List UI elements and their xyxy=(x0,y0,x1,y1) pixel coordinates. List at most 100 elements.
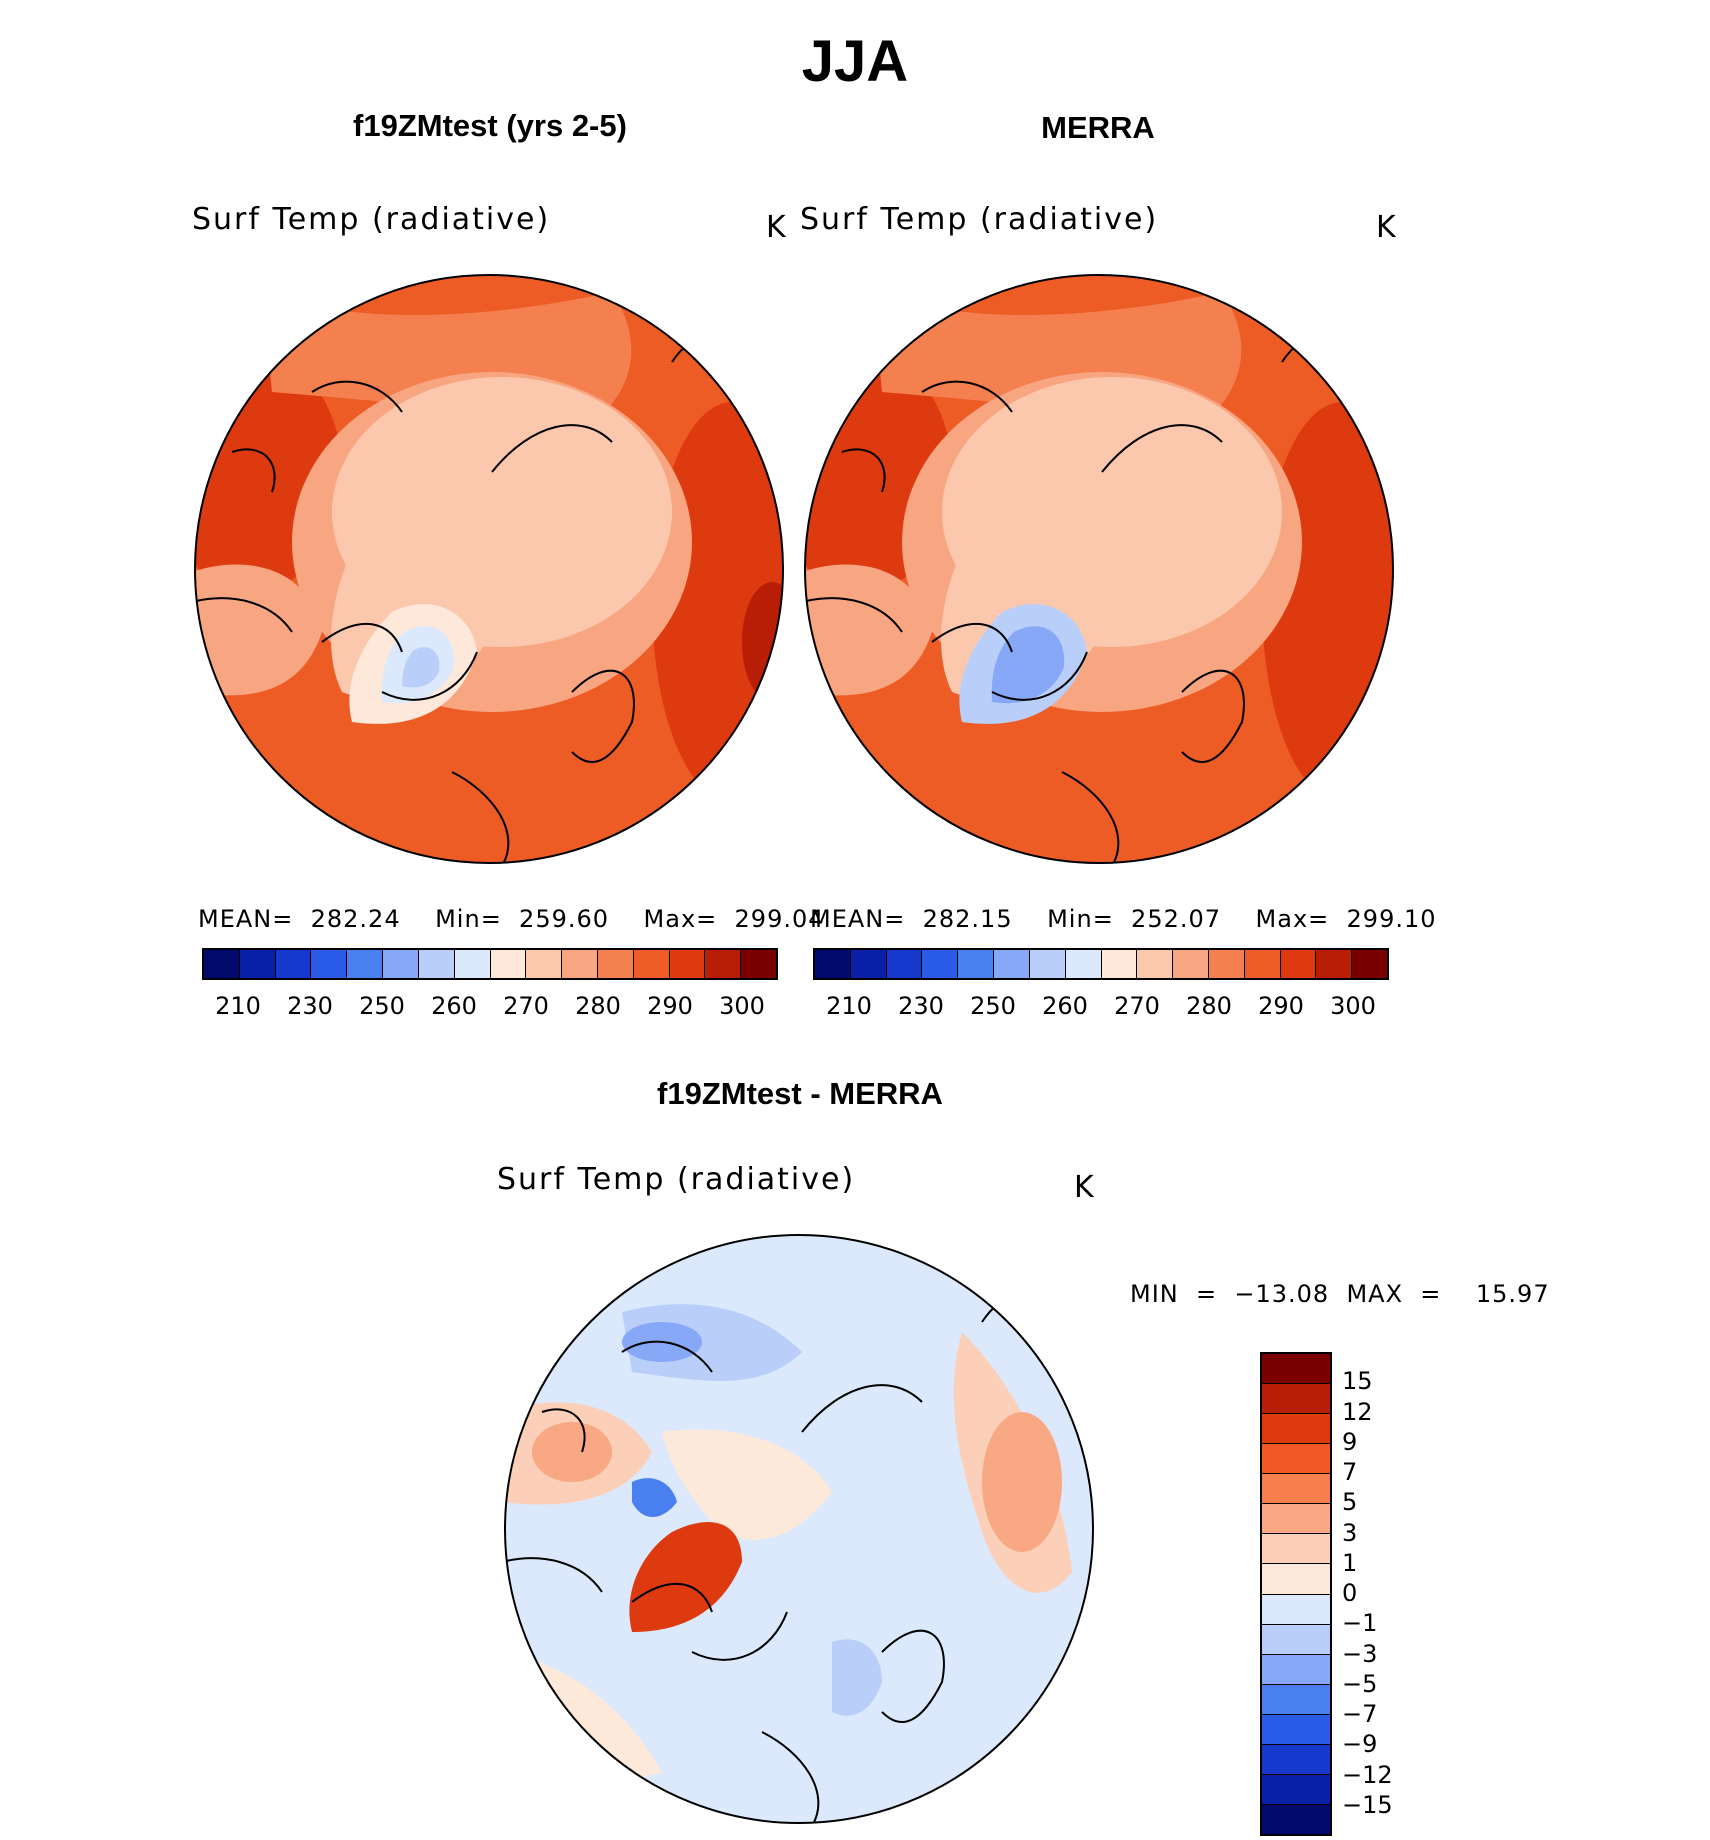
diff-colorbar-swatch xyxy=(1262,1624,1330,1655)
diff-colorbar-tick-label: −5 xyxy=(1342,1669,1378,1698)
diff-units-label: K xyxy=(1074,1170,1096,1205)
diff-colorbar-swatch xyxy=(1262,1774,1330,1805)
obs-colorbar-tick-label: 260 xyxy=(1042,992,1088,1020)
model-colorbar xyxy=(202,948,778,980)
diff-colorbar-swatch xyxy=(1262,1414,1330,1445)
model-map-warm-core xyxy=(742,582,783,702)
model-colorbar-swatch xyxy=(204,950,240,978)
obs-colorbar-swatch xyxy=(1101,950,1138,978)
diff-colorbar-swatch xyxy=(1262,1744,1330,1775)
diff-colorbar-tick-label: 0 xyxy=(1342,1579,1358,1607)
model-units-label: K xyxy=(766,210,788,245)
model-colorbar-swatch xyxy=(633,950,670,978)
obs-colorbar-tick-label: 300 xyxy=(1330,992,1376,1020)
diff-map-arctic-ocean-patch xyxy=(662,1429,832,1540)
model-colorbar-swatch xyxy=(562,950,598,978)
obs-colorbar-swatch xyxy=(886,950,923,978)
obs-colorbar-swatch xyxy=(994,950,1030,978)
diff-colorbar-tick-label: 5 xyxy=(1342,1488,1358,1517)
figure-title: JJA xyxy=(801,29,909,94)
obs-variable-label: Surf Temp (radiative) xyxy=(800,202,1159,237)
obs-stats: MEAN= 282.15 Min= 252.07 Max= 299.10 xyxy=(810,905,1437,933)
model-colorbar-swatch xyxy=(490,950,527,978)
diff-colorbar-tick-label: −3 xyxy=(1342,1639,1378,1668)
model-colorbar-swatch xyxy=(526,950,563,978)
model-map-boundary xyxy=(194,274,784,864)
model-colorbar-swatch xyxy=(741,950,776,978)
model-colorbar-tick-label: 260 xyxy=(431,992,477,1020)
model-colorbar-swatch xyxy=(275,950,312,978)
diff-colorbar-swatch xyxy=(1262,1594,1330,1625)
diff-colorbar-swatch xyxy=(1262,1654,1330,1685)
diff-colorbar-swatch xyxy=(1262,1684,1330,1715)
diff-colorbar-tick-label: 7 xyxy=(1342,1458,1358,1486)
diff-colorbar-tick-label: 12 xyxy=(1342,1397,1373,1426)
diff-colorbar-swatch xyxy=(1262,1714,1330,1745)
obs-colorbar-tick-label: 270 xyxy=(1114,992,1160,1020)
diff-colorbar-swatch xyxy=(1262,1384,1330,1415)
diff-map-boundary xyxy=(504,1234,1094,1824)
diff-polar-map xyxy=(504,1234,1094,1824)
diff-colorbar-swatch xyxy=(1262,1564,1330,1595)
diff-colorbar-swatch xyxy=(1262,1354,1330,1385)
diff-colorbar-swatch xyxy=(1262,1504,1330,1535)
diff-map-greenland-warm xyxy=(629,1522,742,1632)
obs-colorbar-swatch xyxy=(1173,950,1209,978)
diff-colorbar-tick-label: 3 xyxy=(1342,1518,1358,1547)
model-map-greenland-core xyxy=(402,647,440,688)
diff-colorbar-swatch xyxy=(1262,1804,1330,1834)
diff-colorbar-tick-label: −7 xyxy=(1342,1700,1378,1728)
diff-colorbar-tick-label: −12 xyxy=(1342,1760,1393,1789)
model-colorbar-tick-label: 280 xyxy=(575,992,621,1020)
model-colorbar-tick-label: 250 xyxy=(359,992,405,1020)
model-stats: MEAN= 282.24 Min= 259.60 Max= 299.04 xyxy=(198,905,825,933)
obs-colorbar-tick-label: 210 xyxy=(826,992,872,1020)
model-colorbar-tick-label: 230 xyxy=(287,992,333,1020)
model-colorbar-swatch xyxy=(311,950,348,978)
obs-colorbar-swatch xyxy=(1029,950,1066,978)
diff-map-archipelago-cool xyxy=(632,1478,677,1517)
diff-map-scandinavia-cool xyxy=(832,1639,882,1716)
obs-colorbar-swatch xyxy=(1065,950,1102,978)
model-variable-label: Surf Temp (radiative) xyxy=(192,202,551,237)
model-polar-map xyxy=(194,274,784,864)
model-colorbar-swatch xyxy=(597,950,634,978)
model-colorbar-swatch xyxy=(347,950,384,978)
obs-colorbar-swatch xyxy=(1244,950,1281,978)
model-colorbar-swatch xyxy=(669,950,706,978)
obs-colorbar-tick-label: 250 xyxy=(970,992,1016,1020)
obs-colorbar-swatch xyxy=(1208,950,1245,978)
obs-colorbar xyxy=(813,948,1389,980)
obs-panel-title: MERRA xyxy=(1041,110,1155,145)
obs-colorbar-tick-label: 230 xyxy=(898,992,944,1020)
diff-colorbar-swatch xyxy=(1262,1474,1330,1505)
obs-colorbar-swatch xyxy=(1137,950,1174,978)
obs-colorbar-tick-label: 280 xyxy=(1186,992,1232,1020)
diff-panel-title: f19ZMtest - MERRA xyxy=(657,1076,943,1111)
diff-colorbar xyxy=(1260,1352,1332,1836)
diff-colorbar-tick-label: −9 xyxy=(1342,1730,1378,1759)
diff-stats: MIN = −13.08 MAX = 15.97 xyxy=(1130,1280,1550,1308)
diff-colorbar-swatch xyxy=(1262,1534,1330,1565)
model-colorbar-swatch xyxy=(383,950,419,978)
diff-variable-label: Surf Temp (radiative) xyxy=(497,1162,856,1197)
obs-colorbar-swatch xyxy=(1352,950,1387,978)
model-colorbar-tick-label: 270 xyxy=(503,992,549,1020)
obs-map-boundary xyxy=(804,274,1394,864)
diff-map-west-warm-core xyxy=(532,1422,612,1482)
obs-colorbar-swatch xyxy=(1280,950,1317,978)
diff-colorbar-tick-label: 1 xyxy=(1342,1548,1358,1577)
obs-colorbar-swatch xyxy=(958,950,995,978)
model-colorbar-swatch xyxy=(239,950,276,978)
diff-colorbar-tick-label: −1 xyxy=(1342,1609,1378,1638)
model-colorbar-tick-label: 300 xyxy=(719,992,765,1020)
obs-colorbar-swatch xyxy=(850,950,887,978)
model-colorbar-tick-label: 290 xyxy=(647,992,693,1020)
model-panel-title: f19ZMtest (yrs 2-5) xyxy=(353,108,627,143)
model-colorbar-swatch xyxy=(705,950,742,978)
diff-map-east-warm-core xyxy=(982,1412,1062,1552)
diff-colorbar-tick-label: 9 xyxy=(1342,1427,1358,1456)
obs-colorbar-tick-label: 290 xyxy=(1258,992,1304,1020)
obs-colorbar-swatch xyxy=(815,950,851,978)
model-colorbar-tick-label: 210 xyxy=(215,992,261,1020)
